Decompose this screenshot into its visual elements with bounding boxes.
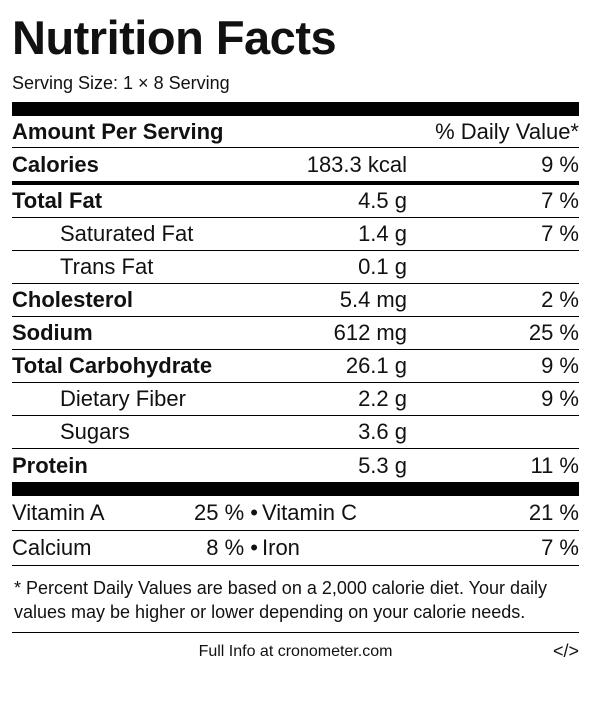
vitamin-label: Vitamin C — [262, 500, 357, 525]
nutrient-row-trans-fat: Trans Fat 0.1 g — [12, 251, 579, 284]
nutrient-amount: 26.1 g — [345, 353, 407, 378]
nutrient-dv: 25 % — [528, 320, 579, 345]
amount-header-row: Amount Per Serving % Daily Value* — [12, 116, 579, 148]
nutrient-label: Dietary Fiber — [60, 386, 186, 411]
nutrient-amount: 0.1 g — [358, 254, 407, 279]
vitamin-value: 7 % — [541, 535, 579, 560]
nutrient-row-sodium: Sodium 612 mg 25 % — [12, 317, 579, 350]
nutrient-row-cholesterol: Cholesterol 5.4 mg 2 % — [12, 284, 579, 317]
vitamin-label: Iron — [262, 535, 300, 560]
nutrient-amount: 5.4 mg — [339, 287, 407, 312]
nutrient-label: Cholesterol — [12, 287, 134, 312]
vitamin-label: Calcium — [12, 535, 92, 560]
nutrient-amount: 4.5 g — [358, 188, 407, 213]
calories-dv: 9 % — [541, 151, 579, 177]
amount-per-serving-label: Amount Per Serving — [12, 118, 224, 144]
nutrient-dv: 11 % — [530, 452, 579, 478]
full-info-link[interactable]: Full Info at cronometer.com — [198, 643, 393, 660]
footer-bar: Full Info at cronometer.com </> — [12, 633, 579, 667]
nutrient-dv: 7 % — [541, 188, 579, 213]
vitamin-value: 25 % • — [194, 500, 258, 525]
calories-row: Calories 183.3 kcal 9 % — [12, 148, 579, 181]
thick-divider — [12, 482, 579, 496]
nutrient-row-sugars: Sugars 3.6 g — [12, 416, 579, 449]
nutrient-label: Trans Fat — [60, 254, 154, 279]
nutrient-label: Sugars — [60, 419, 130, 444]
calories-label: Calories — [12, 151, 99, 177]
nutrient-dv: 9 % — [541, 386, 579, 411]
calories-amount: 183.3 kcal — [306, 151, 407, 177]
vitamin-row-calcium-iron: Calcium 8 % • Iron 7 % — [12, 531, 579, 566]
nutrient-amount: 2.2 g — [358, 386, 407, 411]
nutrient-dv: 7 % — [541, 221, 579, 246]
embed-code-icon[interactable]: </> — [552, 641, 579, 661]
nutrient-row-total-carbohydrate: Total Carbohydrate 26.1 g 9 % — [12, 350, 579, 383]
vitamin-label: Vitamin A — [12, 500, 105, 525]
nutrient-label: Saturated Fat — [60, 221, 194, 246]
nutrient-amount: 5.3 g — [358, 452, 407, 478]
nutrient-label: Total Fat — [12, 188, 103, 213]
nutrient-amount: 1.4 g — [358, 221, 407, 246]
nutrient-row-saturated-fat: Saturated Fat 1.4 g 7 % — [12, 218, 579, 251]
nutrient-row-total-fat: Total Fat 4.5 g 7 % — [12, 185, 579, 218]
nutrient-amount: 3.6 g — [358, 419, 407, 444]
nutrient-label: Sodium — [12, 320, 93, 345]
nutrient-dv: 9 % — [541, 353, 579, 378]
vitamin-row-a-c: Vitamin A 25 % • Vitamin C 21 % — [12, 496, 579, 531]
nutrition-facts-panel: Nutrition Facts Serving Size: 1 × 8 Serv… — [12, 10, 579, 667]
serving-size: Serving Size: 1 × 8 Serving — [12, 73, 230, 93]
nutrient-label: Protein — [12, 452, 88, 478]
nutrient-dv: 2 % — [541, 287, 579, 312]
footnote: * Percent Daily Values are based on a 2,… — [12, 566, 579, 633]
daily-value-label: % Daily Value* — [435, 118, 579, 144]
nutrient-label: Total Carbohydrate — [12, 353, 213, 378]
thick-divider — [12, 102, 579, 116]
vitamin-value: 8 % • — [206, 535, 258, 560]
nutrient-row-dietary-fiber: Dietary Fiber 2.2 g 9 % — [12, 383, 579, 416]
nutrient-amount: 612 mg — [333, 320, 407, 345]
panel-title: Nutrition Facts — [12, 11, 337, 64]
nutrient-row-protein: Protein 5.3 g 11 % — [12, 449, 579, 482]
medium-divider — [12, 181, 579, 185]
vitamin-value: 21 % — [528, 500, 579, 525]
